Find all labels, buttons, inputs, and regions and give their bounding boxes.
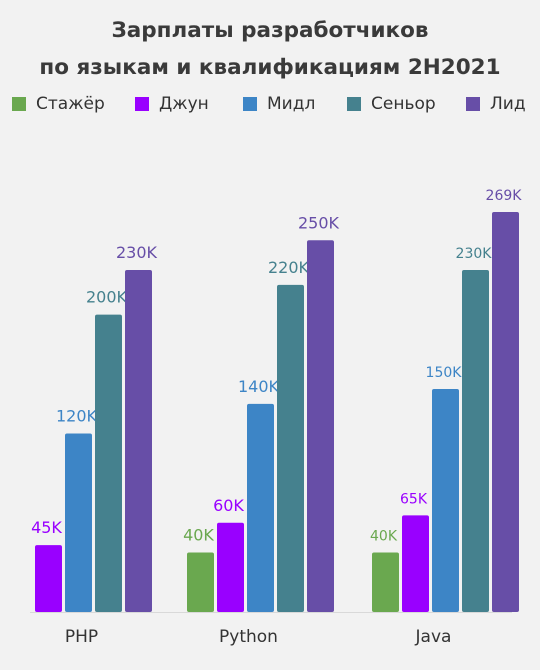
legend-label: Лид	[490, 94, 526, 114]
bar	[492, 212, 519, 612]
legend-label: Стажёр	[36, 94, 105, 114]
data-label: 140K	[238, 377, 280, 396]
x-tick-label: PHP	[65, 627, 98, 647]
bar	[65, 433, 92, 612]
bar	[217, 522, 244, 612]
data-label: 200K	[86, 288, 128, 307]
bar	[462, 269, 489, 612]
data-label: 230K	[456, 246, 493, 262]
legend-label: Мидл	[267, 94, 316, 114]
bar	[35, 545, 62, 612]
legend-swatch	[243, 97, 257, 111]
legend-item: Мидл	[243, 91, 315, 117]
data-label: 40K	[370, 529, 398, 545]
bar	[402, 515, 429, 612]
bar	[95, 314, 122, 612]
legend-label: Сеньор	[371, 94, 436, 114]
data-label: 65K	[400, 491, 428, 507]
bar	[432, 388, 459, 612]
legend-swatch	[12, 97, 26, 111]
chart-legend: Стажёр Джун Мидл Сеньор Лид	[12, 91, 532, 117]
bar	[372, 552, 399, 612]
legend-swatch	[347, 97, 361, 111]
bar	[307, 240, 334, 612]
x-tick-label: Java	[415, 627, 452, 647]
bar	[247, 403, 274, 612]
data-label: 120K	[56, 407, 98, 426]
data-label: 60K	[213, 496, 244, 515]
data-label: 269K	[486, 188, 523, 204]
data-label: 220K	[268, 258, 310, 277]
x-tick-label: Python	[219, 627, 278, 647]
legend-item: Стажёр	[12, 91, 105, 117]
chart-title: Зарплаты разработчиков по языкам и квали…	[0, 12, 540, 86]
legend-item: Джун	[135, 91, 209, 117]
data-label: 230K	[116, 243, 158, 262]
legend-swatch	[135, 97, 149, 111]
data-label: 40K	[183, 526, 214, 545]
data-label: 150K	[426, 365, 463, 381]
chart-title-line-1: Зарплаты разработчиков	[111, 18, 429, 43]
bar	[125, 269, 152, 612]
legend-label: Джун	[159, 94, 209, 114]
legend-swatch	[466, 97, 480, 111]
data-label: 45K	[31, 518, 62, 537]
legend-item: Лид	[466, 91, 526, 117]
data-label: 250K	[298, 213, 340, 232]
bar	[277, 284, 304, 612]
chart-title-line-2: по языкам и квалификациям 2H2021	[39, 55, 501, 80]
bar	[187, 552, 214, 612]
legend-item: Сеньор	[347, 91, 436, 117]
